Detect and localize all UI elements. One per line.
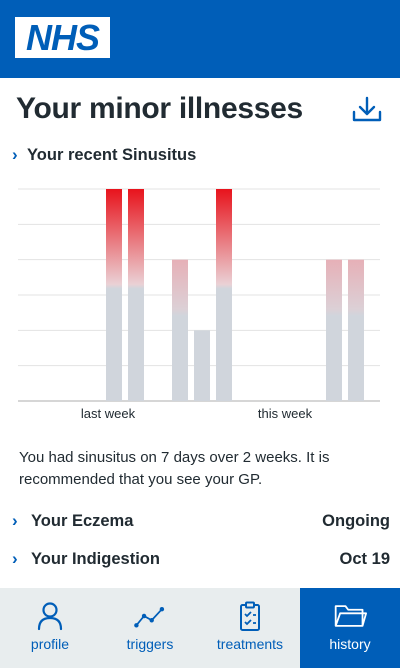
eczema-status: Ongoing <box>322 511 390 530</box>
history-icon <box>334 605 367 627</box>
chart-bar-d13 <box>326 259 342 401</box>
indigestion-label-wrap: › Your Indigestion <box>12 549 160 569</box>
recent-sinusitus-link[interactable]: › Your recent Sinusitus <box>12 145 196 165</box>
page-title: Your minor illnesses <box>16 92 303 125</box>
download-icon <box>352 96 382 122</box>
tab-history-label: history <box>329 636 371 652</box>
summary-text: You had sinusitus on 7 days over 2 weeks… <box>19 449 330 488</box>
triggers-icon <box>134 606 165 628</box>
chart-bar-d8 <box>216 189 232 401</box>
profile-icon <box>37 602 63 631</box>
tab-triggers-label: triggers <box>126 636 174 652</box>
chevron-right-icon: › <box>12 145 18 164</box>
chart-group-label: last week <box>81 406 136 421</box>
chevron-right-icon: › <box>12 549 18 568</box>
chart-bar-d3 <box>106 189 122 401</box>
chart-group-label: this week <box>258 406 313 421</box>
nhs-logo-text: NHS <box>25 16 100 58</box>
sinusitus-chart: last week this week <box>18 188 380 421</box>
eczema-label-wrap: › Your Eczema <box>12 511 133 531</box>
chart-bar-d6 <box>172 259 188 401</box>
chart-bar-d7 <box>194 330 210 401</box>
chart-bar-d14 <box>348 259 364 401</box>
bottom-tab-bar: profile triggers treatments history <box>0 588 400 668</box>
tab-treatments[interactable]: treatments <box>200 588 300 668</box>
indigestion-label: Your Indigestion <box>31 549 160 568</box>
tab-history[interactable]: history <box>300 588 400 668</box>
chevron-right-icon: › <box>12 511 18 530</box>
tab-profile[interactable]: profile <box>0 588 100 668</box>
recent-sinusitus-label: Your recent Sinusitus <box>27 145 197 164</box>
tab-profile-label: profile <box>30 636 70 652</box>
tab-triggers[interactable]: triggers <box>100 588 200 668</box>
nhs-logo: NHS <box>15 17 110 58</box>
tab-treatments-label: treatments <box>216 636 284 652</box>
indigestion-row[interactable]: › Your Indigestion Oct 19 <box>12 549 390 569</box>
chart-bar-d4 <box>128 189 144 401</box>
app-header: NHS <box>0 0 400 78</box>
download-button[interactable] <box>350 96 384 124</box>
indigestion-status: Oct 19 <box>339 549 390 568</box>
eczema-row[interactable]: › Your Eczema Ongoing <box>12 511 390 531</box>
eczema-label: Your Eczema <box>31 511 134 530</box>
treatments-icon <box>240 601 260 631</box>
